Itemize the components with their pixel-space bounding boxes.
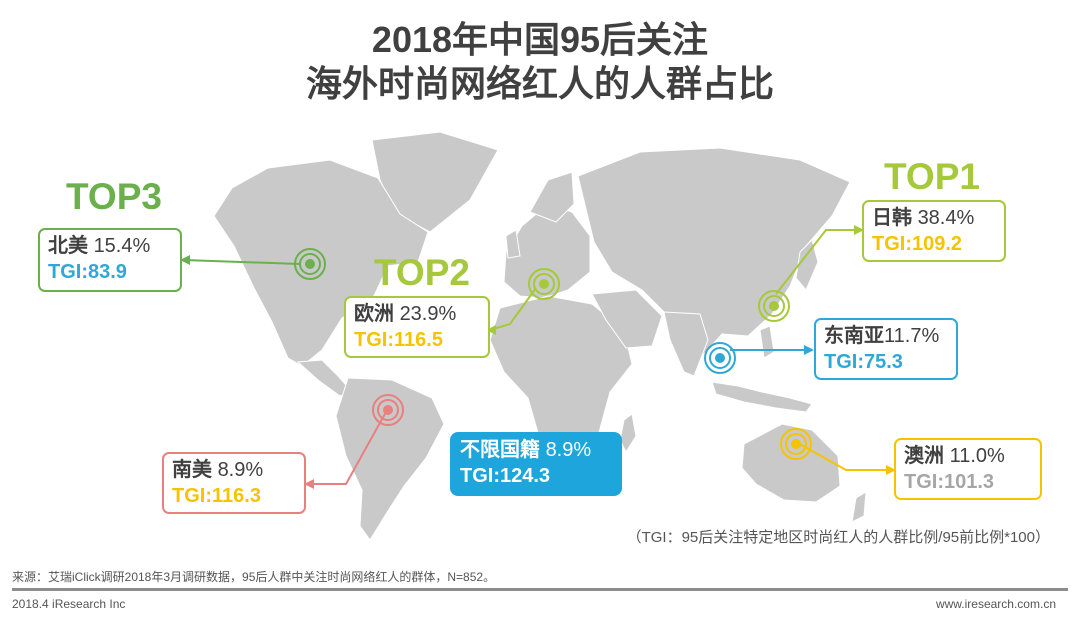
unlimited-nationality-box: 不限国籍 8.9% TGI:124.3 (450, 432, 622, 496)
footer-divider (12, 588, 1068, 591)
uk-shape (505, 229, 521, 259)
japan-korea-connector (775, 229, 860, 295)
southeast-asia-name: 东南亚 (824, 325, 884, 347)
japan-korea-share: 38.4% (917, 207, 975, 229)
unlimited-share: 8.9% (545, 439, 592, 461)
southeast-asia-share: 11.7% (884, 325, 940, 347)
south-america-name: 南美 (172, 459, 212, 481)
madagascar-shape (619, 413, 637, 454)
north-america-arrowhead (180, 255, 190, 265)
philippines-shape (759, 325, 775, 359)
australia-shape (741, 423, 841, 503)
europe-arrowhead (486, 325, 496, 335)
top3-label: TOP3 (66, 176, 162, 217)
world-map (180, 131, 896, 541)
tgi-note: （TGI：95后关注特定地区时尚红人的人群比例/95前比例*100） (626, 529, 1050, 546)
australia-share: 11.0% (949, 445, 1005, 467)
australia-tgi: TGI:101.3 (904, 471, 995, 493)
top1-label: TOP1 (884, 156, 980, 197)
australia-arrowhead (886, 465, 896, 475)
japan-korea-arrowhead (854, 225, 864, 235)
southeast-asia-tgi: TGI:75.3 (824, 351, 903, 373)
source-text: 来源：艾瑞iClick调研2018年3月调研数据，95后人群中关注时尚网络红人的… (12, 570, 496, 584)
page-title-line1: 2018年中国95后关注 (371, 19, 709, 60)
unlimited-tgi: TGI:124.3 (460, 465, 551, 487)
southeast-asia-arrowhead (804, 345, 814, 355)
middle-east-shape (591, 289, 663, 349)
europe-box: 欧洲 23.9% TGI:116.5 (344, 296, 490, 358)
page-title-line2: 海外时尚网络红人的人群占比 (305, 63, 774, 104)
southeast-asia-box: 东南亚11.7% TGI:75.3 (814, 318, 958, 380)
australia-target-icon (780, 428, 812, 460)
japan-korea-tgi: TGI:109.2 (872, 233, 963, 255)
north-america-tgi: TGI:83.9 (48, 261, 127, 283)
scandinavia-shape (529, 171, 575, 223)
japan-korea-name: 日韩 (872, 207, 912, 229)
south-america-box: 南美 8.9% TGI:116.3 (162, 452, 306, 514)
north-america-name: 北美 (48, 235, 88, 257)
new-zealand-shape (851, 491, 867, 523)
europe-connector (489, 287, 537, 331)
south-america-arrowhead (304, 479, 314, 489)
north-america-connector (183, 259, 301, 265)
south-america-connector (308, 411, 387, 485)
north-america-box: 北美 15.4% TGI:83.9 (38, 228, 182, 292)
unlimited-name: 不限国籍 (460, 439, 540, 461)
japan-korea-box: 日韩 38.4% TGI:109.2 (862, 200, 1006, 262)
india-shape (663, 311, 709, 377)
europe-share: 23.9% (399, 303, 457, 325)
japan-shape (795, 239, 819, 291)
australia-name: 澳洲 (904, 445, 944, 467)
south-america-share: 8.9% (217, 459, 264, 481)
europe-tgi: TGI:116.5 (354, 329, 443, 351)
europe-name: 欧洲 (354, 303, 394, 325)
indonesia-shape (711, 381, 813, 413)
north-america-target-icon (294, 248, 326, 280)
north-america-share: 15.4% (93, 235, 151, 257)
australia-connector (795, 441, 892, 471)
south-america-target-icon (372, 394, 404, 426)
japan-korea-target-icon (758, 290, 790, 322)
south-america-shape (335, 377, 445, 541)
southeast-asia-target-icon (704, 342, 736, 374)
top2-label: TOP2 (374, 252, 470, 293)
footer-website: www.iresearch.com.cn (935, 597, 1056, 611)
australia-box: 澳洲 11.0% TGI:101.3 (894, 438, 1042, 500)
footer-copyright: 2018.4 iResearch Inc (12, 597, 126, 611)
south-america-tgi: TGI:116.3 (172, 485, 261, 507)
asia-shape (577, 147, 851, 357)
europe-target-icon (528, 268, 560, 300)
